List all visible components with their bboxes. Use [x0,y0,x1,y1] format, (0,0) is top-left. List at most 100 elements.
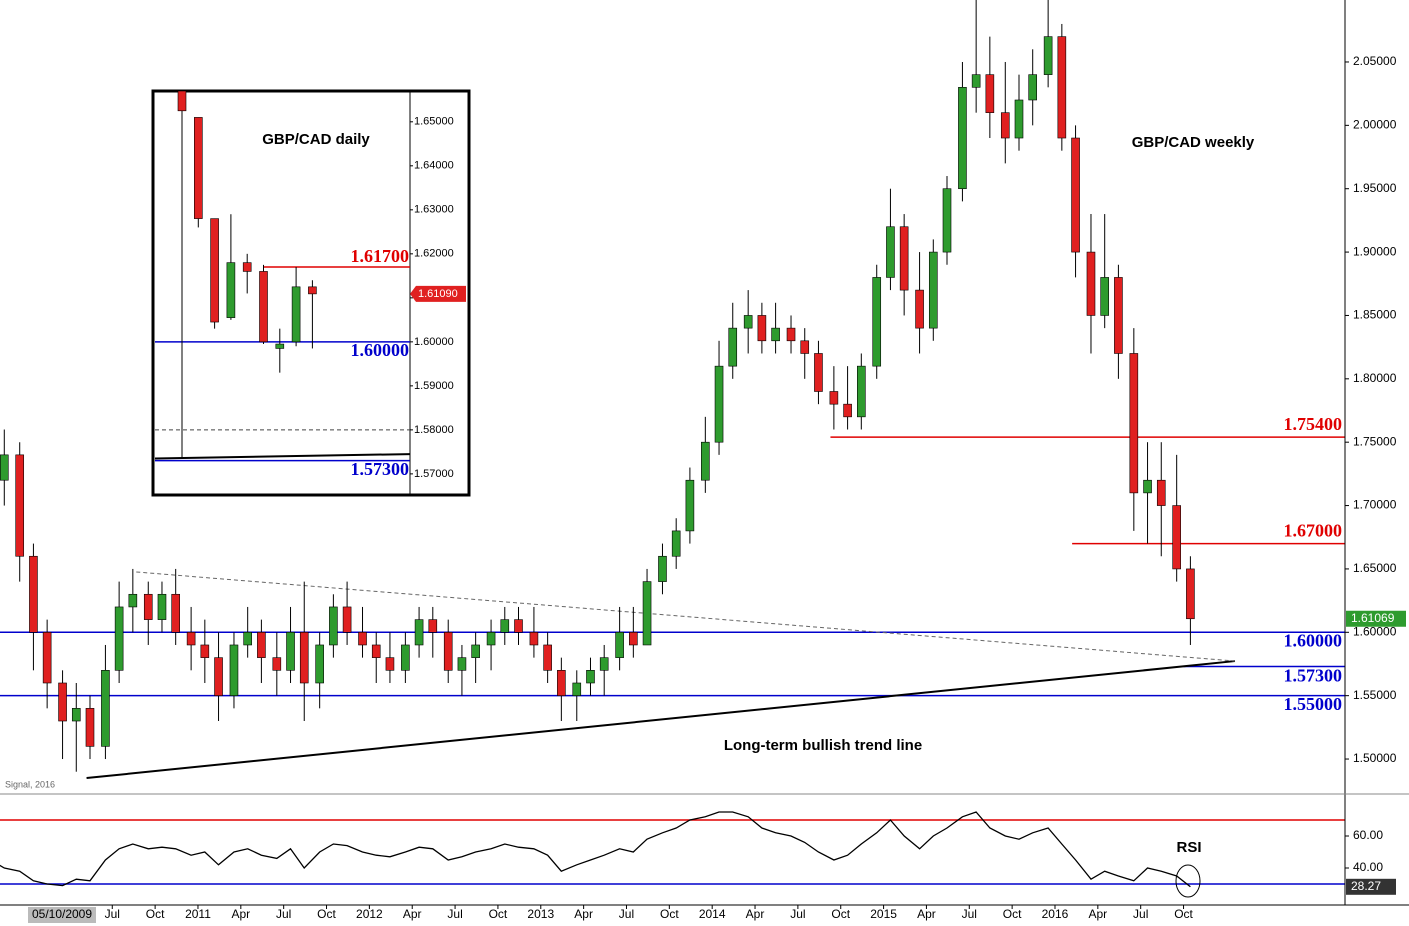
y-tick-label: 1.70000 [1353,498,1397,512]
candle-body [358,631,367,646]
candle-body [229,644,239,696]
candle-body [186,631,196,646]
candle-body [299,631,309,684]
y-tick-label: 1.50000 [1353,751,1397,765]
candle-body [1071,137,1080,253]
candle-body [42,631,52,684]
x-tick-label: Oct [1174,907,1193,921]
x-tick-label: Jul [447,907,462,921]
candle-body [291,286,301,343]
y-tick-label: 1.63000 [414,204,454,216]
x-tick-label: 2012 [356,907,383,921]
y-tick-label: 2.05000 [1353,54,1397,68]
candle-body [872,277,882,367]
x-tick-label: Apr [1088,907,1107,921]
candle-body [942,188,952,253]
candle-body [529,631,539,646]
candle-body [71,708,81,722]
candle-body [1186,568,1195,620]
candle-body [272,657,282,671]
y-tick-label: 1.59000 [414,380,454,392]
candle-body [1043,36,1053,75]
x-tick-label: 2015 [870,907,897,921]
candle-body [1014,99,1024,139]
candle-body [275,343,285,349]
candle-body [557,670,566,696]
rsi-line [0,811,1191,888]
inset: 1.570001.580001.590001.600001.610001.620… [151,89,471,497]
candle-body [286,631,295,671]
level-label: 1.60000 [351,340,410,360]
x-tick-label: Jul [962,907,977,921]
y-tick-label: 1.57000 [414,468,454,480]
candle-body [308,286,317,295]
candle-body [701,441,710,481]
candle-body [157,593,167,620]
y-tick-label: 1.58000 [414,424,454,436]
y-tick-label: 1.64000 [414,160,454,172]
x-tick-label: Apr [746,907,765,921]
candle-body [629,631,638,646]
candle-body [29,555,38,633]
candle-body [786,327,796,342]
level-label: 1.57300 [351,459,410,479]
candle-body [214,657,223,696]
candle-body [242,262,252,272]
y-tick-label: 1.85000 [1353,308,1397,322]
candle-body [342,606,352,633]
x-tick-label: 2014 [699,907,726,921]
candle-body [114,606,124,671]
rsi-highlight [1175,864,1201,898]
candle-body [685,479,695,532]
candle-body [414,619,424,646]
y-tick-label: 60.00 [1353,828,1383,842]
y-tick-label: 1.80000 [1353,371,1397,385]
candle-body [385,657,395,671]
candle-body [928,251,938,329]
y-tick-label: 1.62000 [414,248,454,260]
x-tick-label: Oct [1003,907,1022,921]
candle-body [1156,479,1166,506]
candle-body [171,593,180,633]
candle-body [500,619,510,633]
candle-body [771,327,780,342]
candle-body [471,644,480,658]
candle-body [486,631,496,646]
candle-body [315,644,324,684]
trend-line [136,571,1235,662]
level-label: 1.60000 [1284,630,1343,650]
price-box-label: 1.61069 [1351,611,1395,625]
candle-body [915,289,924,329]
x-tick-label: Oct [146,907,165,921]
candle-body [886,226,895,278]
candle-body [971,74,981,88]
y-tick-label: 1.95000 [1353,181,1397,195]
candle-body [226,262,236,318]
candle-body [15,454,25,557]
price-box-label: 1.61090 [418,288,458,300]
candle-body [728,327,738,367]
rsi-box [1346,878,1396,895]
candle-body [143,593,153,620]
x-tick-label: Apr [917,907,936,921]
candle-body [543,644,552,671]
y-tick-label: 1.65000 [414,116,454,128]
annotation: GBP/CAD weekly [1132,134,1255,151]
inset-title: GBP/CAD daily [262,131,370,148]
candle-body [58,682,67,722]
x-tick-label: Jul [790,907,805,921]
candle-body [899,226,909,291]
candle-body [0,454,9,481]
annotation: Signal, 2016 [5,779,55,789]
candle-body [572,682,582,696]
candle-body [599,657,609,671]
candle-body [814,353,823,392]
x-tick-label: Oct [317,907,336,921]
candle-body [615,631,624,658]
candle-body [586,670,595,684]
candle-body [857,365,866,418]
candle-body [1057,36,1067,139]
candle-body [457,657,467,671]
trend-line [86,660,1236,780]
